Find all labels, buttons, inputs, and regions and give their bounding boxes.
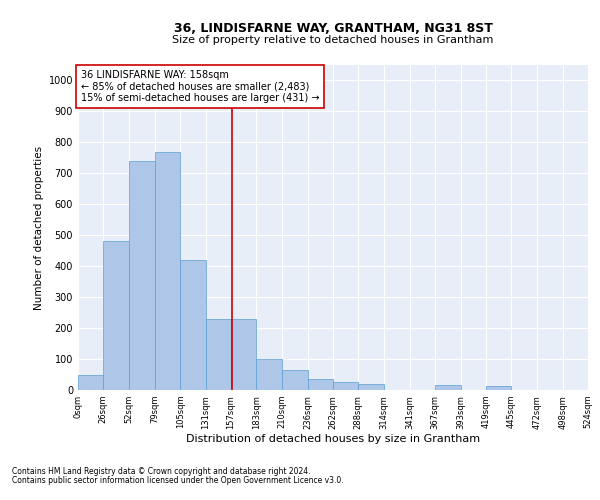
- Bar: [128, 161, 155, 390]
- X-axis label: Distribution of detached houses by size in Grantham: Distribution of detached houses by size …: [186, 434, 480, 444]
- Bar: [435, 386, 461, 390]
- Text: 36 LINDISFARNE WAY: 158sqm
← 85% of detached houses are smaller (2,483)
15% of s: 36 LINDISFARNE WAY: 158sqm ← 85% of deta…: [80, 70, 319, 103]
- Bar: [283, 370, 308, 390]
- Bar: [333, 382, 358, 390]
- Bar: [308, 379, 333, 390]
- Bar: [358, 384, 383, 390]
- Bar: [205, 319, 231, 390]
- Bar: [180, 260, 206, 390]
- Text: Contains HM Land Registry data © Crown copyright and database right 2024.: Contains HM Land Registry data © Crown c…: [12, 467, 311, 476]
- Text: 36, LINDISFARNE WAY, GRANTHAM, NG31 8ST: 36, LINDISFARNE WAY, GRANTHAM, NG31 8ST: [173, 22, 493, 36]
- Bar: [78, 374, 103, 390]
- Text: Contains public sector information licensed under the Open Government Licence v3: Contains public sector information licen…: [12, 476, 344, 485]
- Bar: [486, 386, 511, 390]
- Text: Size of property relative to detached houses in Grantham: Size of property relative to detached ho…: [172, 35, 494, 45]
- Bar: [231, 319, 256, 390]
- Y-axis label: Number of detached properties: Number of detached properties: [34, 146, 44, 310]
- Bar: [155, 152, 180, 390]
- Bar: [256, 359, 283, 390]
- Bar: [103, 242, 128, 390]
